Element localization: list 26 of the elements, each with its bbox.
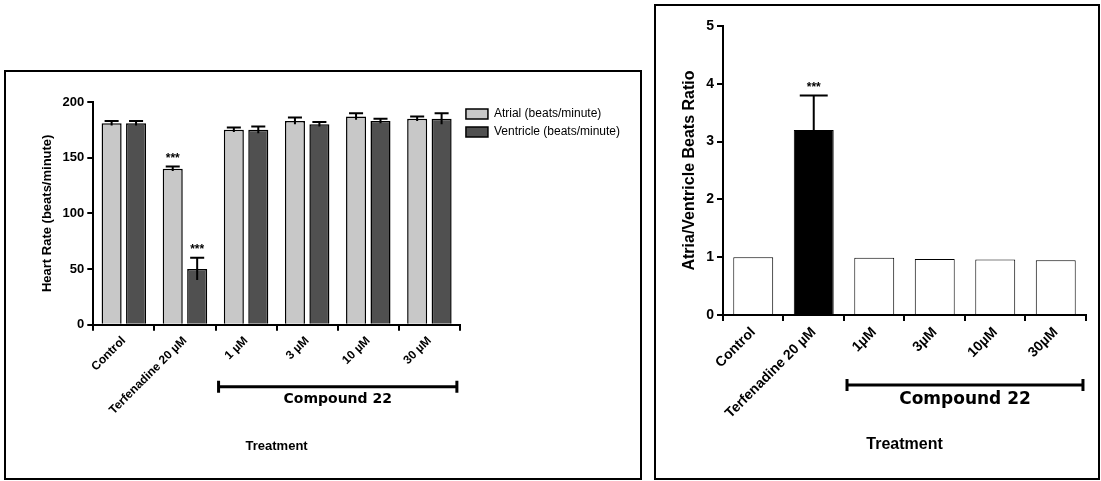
y-axis-title: Heart Rate (beats/minute) [39,134,55,293]
y-tick-label: 3 [706,132,715,149]
text: Compound 22 [899,388,1031,408]
y-tick-label: 2 [706,190,715,207]
legend-label: Atrial (beats/minute) [493,106,602,121]
y-tick-label: 200 [62,93,85,109]
y-tick-label: 150 [62,149,85,165]
y-tick-label: 5 [706,16,715,33]
annotation: *** [806,79,822,94]
y-tick-label: 0 [77,316,85,332]
y-tick-label: 1 [706,248,715,265]
y-axis-title: Atria/Ventricle Beats Ratio [680,70,698,271]
y-tick-label: 50 [69,260,85,276]
legend-label: Ventricle (beats/minute) [493,124,620,139]
x-axis-title: Treatment [866,434,944,452]
x-tick-label: 3 µM [282,333,312,363]
x-axis-title: Treatment [245,437,309,453]
x-tick-label: 30 µM [400,333,434,367]
x-tick-label: 1 µM [221,333,251,363]
y-tick-label: 100 [62,204,85,220]
annotation: *** [165,150,181,165]
x-tick-label: 10 µM [339,333,373,367]
y-tick-label: 4 [706,74,715,91]
text: Compound 22 [283,390,392,407]
annotation: *** [190,242,205,257]
y-tick-label: 0 [706,305,715,322]
